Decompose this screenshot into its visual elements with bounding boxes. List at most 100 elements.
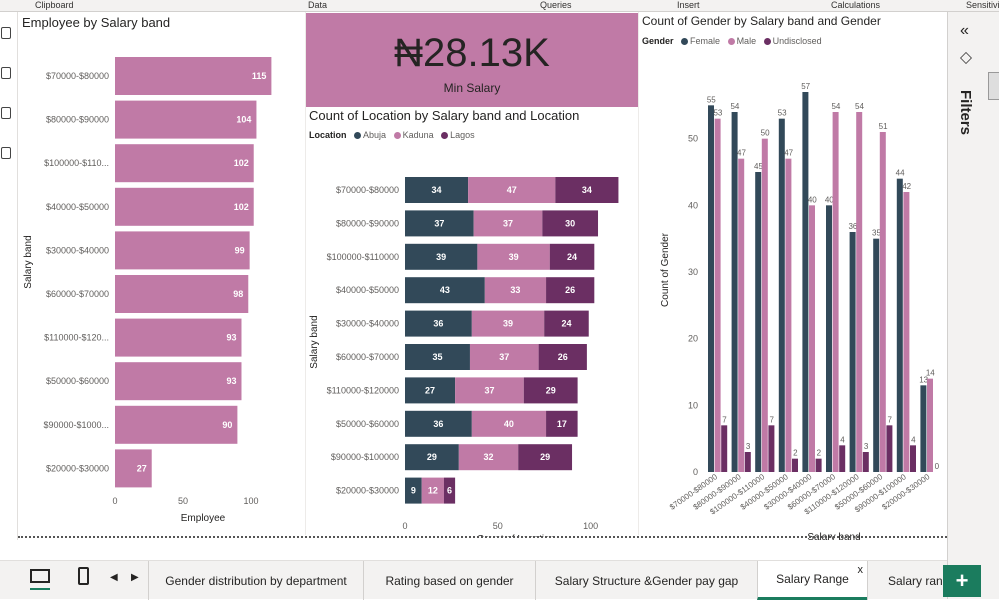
employee-by-salary-band-chart[interactable]: $70000-$80000 115 $80000-$90000 104 $100000-… (18, 37, 305, 537)
bar-segment-lagos (523, 377, 578, 404)
bar-female (873, 238, 880, 472)
data-label: 36 (433, 319, 443, 329)
y-tick-label: 10 (688, 400, 698, 410)
data-label: 51 (879, 122, 888, 131)
bar-male (879, 132, 886, 472)
filters-pane-toggle[interactable]: Filters (957, 90, 974, 136)
min-salary-value: ₦28.13K (394, 31, 550, 75)
count-of-gender-chart[interactable]: 0102030405055537$70000-$8000054473$80000… (638, 50, 947, 540)
data-label: 55 (707, 95, 716, 104)
bar-segment-lagos (542, 210, 599, 237)
bar-segment-lagos (518, 444, 573, 471)
data-label: 40 (808, 195, 817, 204)
abuja-swatch (354, 132, 362, 139)
employee-chart-title: Employee by Salary band (22, 15, 171, 30)
data-label: 36 (433, 419, 443, 429)
x-tick-label: 50 (178, 496, 188, 506)
visualizations-pane-edge[interactable] (988, 72, 999, 100)
canvas-bottom-border (18, 536, 947, 538)
category-label: $40000-$50000 (46, 202, 109, 212)
bar-segment-kaduna (473, 210, 543, 237)
tab-salary-range-2[interactable]: Salary rang (867, 561, 943, 600)
bar-undisclosed (768, 425, 775, 472)
data-label: 2 (793, 449, 798, 458)
dax-query-view-icon[interactable] (1, 147, 11, 159)
data-label: 35 (872, 229, 881, 238)
bar-segment-abuja (405, 344, 470, 370)
bar-male (714, 118, 721, 473)
data-label: 50 (761, 129, 770, 138)
category-label: $80000-$90000 (46, 115, 109, 125)
bar-segment-lagos (443, 477, 456, 504)
x-tick-label: 0 (112, 496, 117, 506)
legend-abuja: Abuja (363, 130, 387, 140)
location-legend: Location Abuja Kaduna Lagos (309, 130, 475, 140)
desktop-layout-icon[interactable] (30, 569, 50, 583)
page-tab-bar: ◀ ▶ Gender distribution by department Ra… (0, 560, 947, 600)
data-label: 39 (436, 252, 446, 262)
tab-gender-distribution[interactable]: Gender distribution by department (148, 561, 363, 600)
x-tick-label: 100 (243, 496, 258, 506)
close-tab-icon[interactable]: x (857, 564, 864, 576)
x-tick-label: 0 (402, 521, 407, 531)
category-label: $110000-$120000 (327, 385, 399, 395)
count-of-location-chart[interactable]: $70000-$80000 34 47 34 $80000-$90000 37 37 30 $1… (306, 147, 638, 537)
data-label: 43 (440, 285, 450, 295)
x-tick-label: 100 (583, 521, 598, 531)
bar-undisclosed (886, 425, 893, 472)
data-label: 29 (546, 385, 556, 395)
bar-segment-abuja (405, 277, 485, 304)
data-label: 7 (887, 415, 892, 424)
category-label: $90000-$100000 (331, 452, 399, 462)
tab-rating-based-on-gender[interactable]: Rating based on gender (363, 561, 535, 600)
scroll-right-icon[interactable]: ▶ (131, 572, 139, 583)
data-label: 7 (722, 415, 727, 424)
data-label: 99 (235, 245, 245, 255)
data-label: 3 (746, 442, 751, 451)
data-label: 30 (565, 218, 575, 228)
legend-female: Female (690, 36, 721, 46)
bar-undisclosed (744, 452, 751, 472)
data-label: 33 (510, 285, 520, 295)
bar-segment-lagos (538, 344, 587, 370)
model-view-icon[interactable] (1, 107, 11, 119)
bar-segment-kaduna (468, 177, 556, 203)
mobile-layout-icon[interactable] (78, 567, 89, 585)
double-chevron-left-icon[interactable]: « (960, 22, 969, 39)
data-label: 26 (565, 285, 575, 295)
bar-segment-abuja (405, 210, 474, 237)
bar-segment-kaduna (469, 344, 539, 370)
y-tick-label: 50 (688, 134, 698, 144)
bar-segment-kaduna (421, 477, 444, 504)
data-label: 17 (557, 419, 567, 429)
data-label: 7 (769, 415, 774, 424)
category-label: $110000-$120... (44, 333, 109, 343)
data-label: 53 (713, 109, 722, 118)
bar (115, 318, 242, 357)
y-tick-label: 20 (688, 334, 698, 344)
report-view-icon[interactable] (1, 27, 11, 39)
bar-undisclosed (721, 425, 728, 472)
bar (115, 449, 152, 488)
view-switcher-rail (0, 12, 18, 540)
table-view-icon[interactable] (1, 67, 11, 79)
legend-male: Male (736, 36, 757, 46)
tab-salary-structure[interactable]: Salary Structure &Gender pay gap (535, 561, 757, 600)
bar (115, 57, 272, 95)
bar-segment-lagos (544, 310, 589, 337)
data-label: 29 (427, 452, 437, 462)
legend-lagos: Lagos (450, 130, 475, 140)
add-page-button[interactable]: + (943, 565, 981, 597)
data-label: 34 (582, 185, 592, 195)
data-label: 44 (896, 169, 905, 178)
min-salary-card[interactable]: ₦28.13K Min Salary (306, 13, 638, 107)
data-label: 93 (226, 376, 236, 386)
scroll-left-icon[interactable]: ◀ (110, 572, 118, 583)
bar-segment-kaduna (477, 243, 550, 270)
bar (115, 405, 238, 444)
bar-segment-lagos (555, 177, 619, 203)
category-label: $40000-$50000 (336, 285, 399, 295)
tab-salary-range[interactable]: Salary Range x (757, 561, 867, 600)
data-label: 39 (509, 252, 519, 262)
legend-title: Gender (642, 36, 674, 46)
